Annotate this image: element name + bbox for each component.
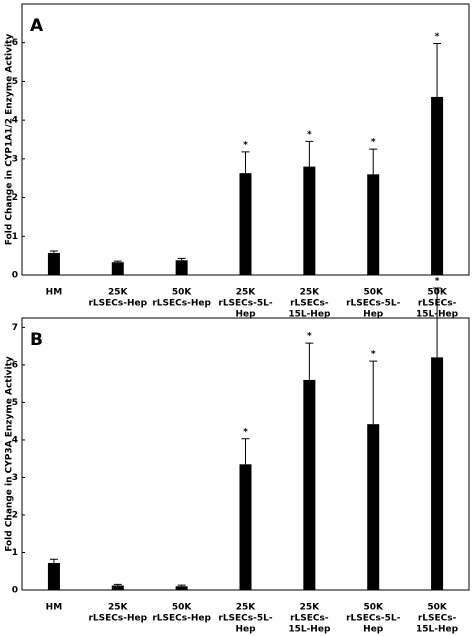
x-tick-label: 25K xyxy=(236,288,257,298)
bar xyxy=(431,357,444,590)
x-tick-label: 25K xyxy=(108,603,129,613)
bar xyxy=(111,585,124,590)
bar xyxy=(239,464,252,590)
significance-marker: * xyxy=(435,32,440,42)
x-tick-label: HM xyxy=(46,288,63,298)
bar xyxy=(303,379,316,590)
significance-marker: * xyxy=(371,138,376,148)
bar xyxy=(303,166,316,275)
bar xyxy=(111,262,124,275)
error-bar xyxy=(433,287,442,358)
x-tick-label: 50K xyxy=(172,288,193,298)
x-tick-label: 15L-Hep xyxy=(288,310,331,320)
x-tick-label: Hep xyxy=(235,310,256,320)
error-bar xyxy=(113,260,122,263)
y-tick-label: 6 xyxy=(12,38,18,48)
bar xyxy=(431,96,444,276)
y-tick-label: 7 xyxy=(12,323,18,333)
y-tick-label: 0 xyxy=(12,586,18,596)
x-tick-label: Hep xyxy=(363,310,384,320)
x-tick-label: HM xyxy=(46,603,63,613)
y-tick-label: 0 xyxy=(12,271,18,281)
x-tick-label: rLSECs-Hep xyxy=(88,299,147,309)
x-tick-label: rLSECs-5L- xyxy=(346,614,400,624)
x-tick-label: 50K xyxy=(363,288,384,298)
x-tick-label: 15L-Hep xyxy=(416,625,459,635)
x-tick-label: rLSECs-5L- xyxy=(218,614,272,624)
y-tick-label: 1 xyxy=(12,548,18,558)
x-tick-label: 25K xyxy=(108,288,129,298)
significance-marker: * xyxy=(243,427,248,437)
y-tick-label: 5 xyxy=(12,77,18,87)
error-bar xyxy=(177,584,186,587)
x-tick-label: 50K xyxy=(427,288,448,298)
y-axis-label: Fold Change in CYP1A1/2 Enzyme Activity xyxy=(5,34,15,246)
y-tick-label: 3 xyxy=(12,154,18,164)
y-tick-label: 1 xyxy=(12,232,18,242)
y-tick-label: 2 xyxy=(12,510,18,520)
error-bar xyxy=(305,342,314,380)
x-tick-label: rLSECs-5L- xyxy=(218,299,272,309)
x-tick-label: rLSECs- xyxy=(418,614,457,624)
x-tick-label: rLSECs-Hep xyxy=(152,299,211,309)
x-tick-label: Hep xyxy=(363,625,384,635)
x-tick-label: Hep xyxy=(235,625,256,635)
significance-marker: * xyxy=(243,140,248,150)
y-tick-label: 6 xyxy=(12,360,18,370)
y-tick-label: 2 xyxy=(12,193,18,203)
bar xyxy=(47,252,60,275)
error-bar xyxy=(177,257,186,261)
y-tick-label: 4 xyxy=(12,116,18,126)
significance-marker: * xyxy=(435,276,440,286)
x-tick-label: rLSECs- xyxy=(290,299,329,309)
x-tick-label: 25K xyxy=(300,603,321,613)
bar xyxy=(239,173,252,275)
x-tick-label: rLSECs-5L- xyxy=(346,299,400,309)
x-tick-label: rLSECs- xyxy=(290,614,329,624)
bar xyxy=(175,260,188,275)
bar xyxy=(175,586,188,590)
x-tick-label: 15L-Hep xyxy=(288,625,331,635)
x-tick-label: 25K xyxy=(300,288,321,298)
significance-marker: * xyxy=(307,332,312,342)
panel-label: B xyxy=(30,330,43,350)
x-tick-label: 50K xyxy=(363,603,384,613)
error-bar xyxy=(369,360,378,425)
panel-label: A xyxy=(30,16,44,36)
y-tick-label: 3 xyxy=(12,473,18,483)
bar xyxy=(367,424,380,590)
error-bar xyxy=(433,42,442,97)
error-bar xyxy=(369,148,378,175)
x-tick-label: rLSECs-Hep xyxy=(152,614,211,624)
error-bar xyxy=(241,438,250,465)
x-tick-label: 50K xyxy=(427,603,448,613)
y-tick-label: 5 xyxy=(12,398,18,408)
x-tick-label: rLSECs-Hep xyxy=(88,614,147,624)
significance-marker: * xyxy=(307,130,312,140)
y-tick-label: 4 xyxy=(12,435,18,445)
x-tick-label: 50K xyxy=(172,603,193,613)
bar xyxy=(367,174,380,275)
significance-marker: * xyxy=(371,350,376,360)
error-bar xyxy=(241,151,250,174)
error-bar xyxy=(49,250,58,253)
bar xyxy=(47,562,60,590)
error-bar xyxy=(113,583,122,586)
x-tick-label: 25K xyxy=(236,603,257,613)
error-bar xyxy=(305,140,314,167)
error-bar xyxy=(49,558,58,563)
y-axis-label: Fold Change in CYP3A Enzyme Activity xyxy=(5,356,15,552)
